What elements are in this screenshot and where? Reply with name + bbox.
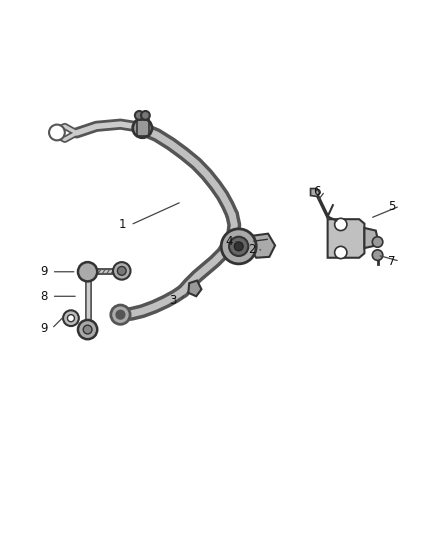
Polygon shape	[328, 219, 364, 258]
Circle shape	[78, 320, 97, 339]
Circle shape	[67, 314, 74, 322]
Text: 4: 4	[225, 236, 233, 248]
Text: 8: 8	[40, 290, 47, 303]
Text: 1: 1	[119, 219, 127, 231]
Circle shape	[117, 266, 126, 275]
Circle shape	[113, 262, 131, 280]
Circle shape	[116, 310, 125, 319]
Circle shape	[83, 325, 92, 334]
Text: 2: 2	[248, 244, 256, 256]
Circle shape	[372, 250, 383, 260]
Circle shape	[133, 118, 152, 138]
Circle shape	[335, 246, 347, 259]
Circle shape	[234, 242, 243, 251]
Polygon shape	[364, 228, 378, 248]
Text: 5: 5	[389, 199, 396, 213]
Polygon shape	[311, 189, 320, 197]
Circle shape	[78, 262, 97, 281]
Text: 9: 9	[40, 265, 48, 278]
Circle shape	[63, 310, 79, 326]
Text: 3: 3	[170, 294, 177, 307]
Circle shape	[372, 237, 383, 247]
Circle shape	[111, 305, 130, 324]
Text: 7: 7	[388, 255, 396, 268]
Polygon shape	[250, 233, 275, 258]
Circle shape	[335, 219, 347, 231]
Text: 6: 6	[313, 184, 321, 198]
Text: 9: 9	[40, 322, 48, 335]
Polygon shape	[188, 280, 201, 296]
Circle shape	[229, 237, 248, 256]
Circle shape	[135, 111, 144, 120]
Circle shape	[221, 229, 256, 264]
Circle shape	[49, 125, 65, 140]
Circle shape	[141, 111, 150, 120]
